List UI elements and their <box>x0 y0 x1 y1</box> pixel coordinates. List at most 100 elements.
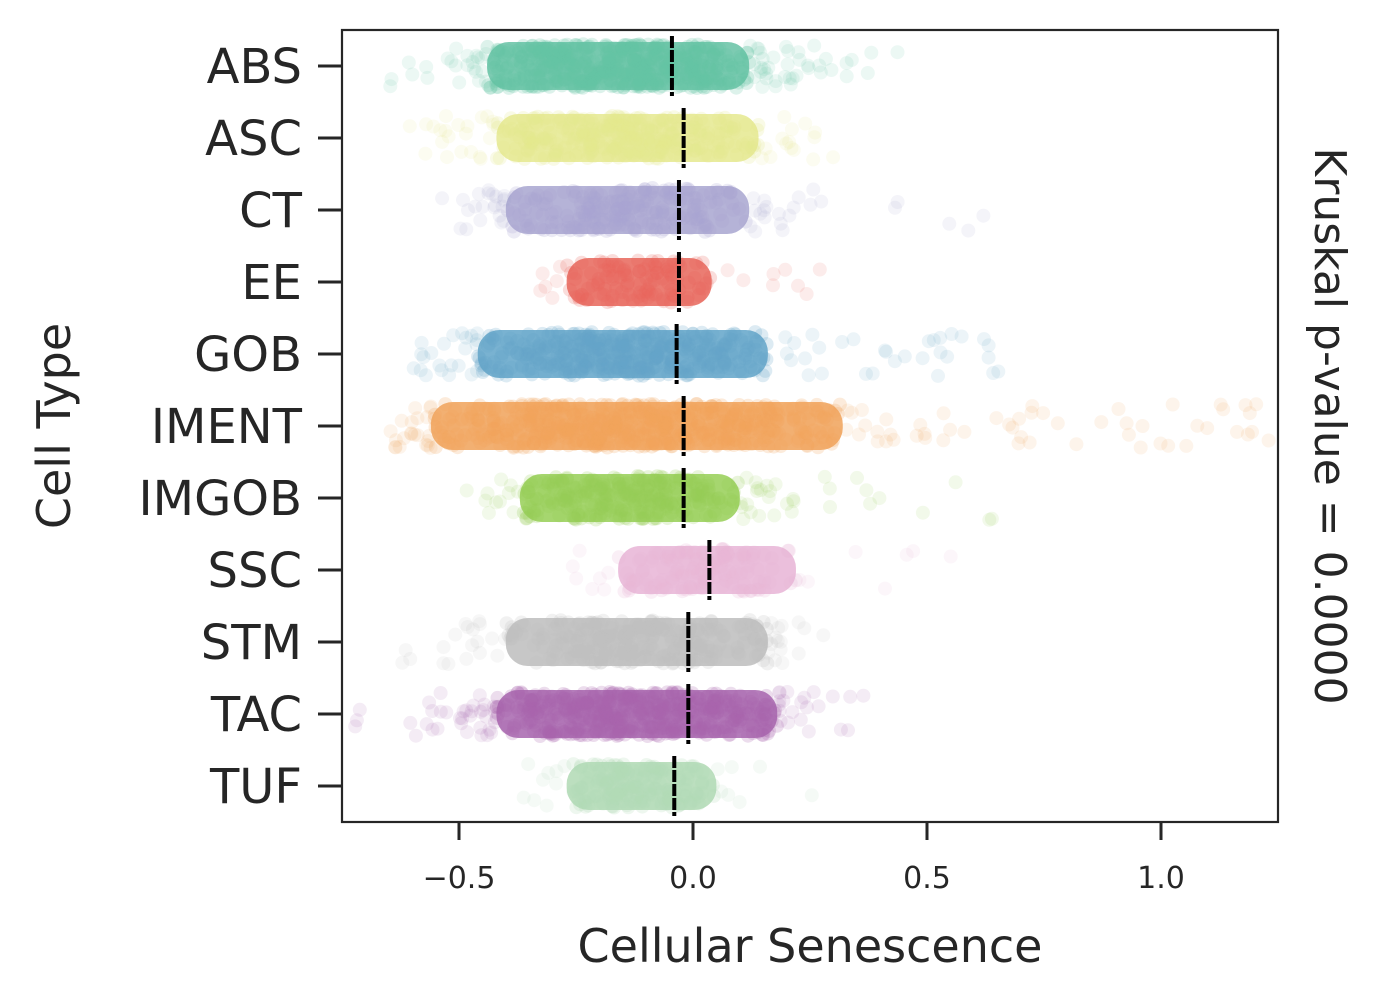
data-point <box>521 42 536 57</box>
data-point <box>640 79 655 94</box>
data-point <box>526 692 541 707</box>
data-point <box>739 76 754 90</box>
data-point <box>610 62 625 77</box>
data-point <box>807 130 822 145</box>
data-point <box>683 80 698 95</box>
data-point <box>460 58 475 73</box>
data-point <box>702 223 717 238</box>
y-tick-label-ct: CT <box>239 183 303 239</box>
data-point <box>561 52 576 67</box>
data-point <box>557 72 572 87</box>
data-point <box>739 140 753 155</box>
data-point <box>601 60 616 75</box>
data-point <box>717 355 732 370</box>
data-point <box>525 51 540 66</box>
data-point <box>844 52 859 67</box>
data-point <box>635 198 650 213</box>
data-point <box>603 73 618 88</box>
data-point <box>648 49 663 64</box>
data-point <box>514 49 529 64</box>
data-point <box>603 59 618 74</box>
data-point <box>616 126 631 141</box>
data-point <box>416 350 431 365</box>
data-point <box>543 55 558 69</box>
data-point <box>586 757 601 772</box>
data-point <box>758 141 773 156</box>
data-point <box>576 59 591 74</box>
data-point <box>753 45 768 60</box>
data-point <box>525 38 540 53</box>
data-point <box>597 200 612 215</box>
data-point <box>601 774 616 789</box>
data-point <box>577 73 592 88</box>
data-point <box>582 127 597 142</box>
data-point <box>926 333 941 348</box>
data-point <box>631 73 646 88</box>
data-point <box>602 195 617 210</box>
data-point <box>517 114 532 129</box>
data-point <box>531 188 546 203</box>
data-point <box>480 39 495 54</box>
data-point <box>567 189 582 204</box>
data-point <box>619 146 634 161</box>
data-point <box>567 290 582 305</box>
data-point <box>657 134 672 148</box>
data-point <box>567 42 582 56</box>
data-point <box>565 109 580 124</box>
data-point <box>690 215 705 230</box>
data-point <box>576 696 591 711</box>
data-point <box>649 205 664 220</box>
data-point <box>639 65 653 80</box>
data-point <box>471 73 486 88</box>
data-point <box>440 150 454 165</box>
data-point <box>557 51 572 66</box>
data-point <box>446 418 461 433</box>
data-point <box>686 120 701 135</box>
data-point <box>580 776 595 791</box>
data-point <box>587 438 602 453</box>
data-point <box>644 124 659 139</box>
data-point <box>481 78 496 93</box>
data-point <box>766 50 781 65</box>
data-point <box>472 617 487 632</box>
data-point <box>473 151 488 166</box>
data-point <box>595 68 610 83</box>
data-point <box>446 328 461 343</box>
data-point <box>548 144 563 159</box>
data-point <box>681 50 695 65</box>
data-point <box>496 140 511 155</box>
data-point <box>633 131 648 146</box>
data-point <box>558 66 573 81</box>
data-point <box>487 61 502 75</box>
data-point <box>710 762 725 777</box>
data-point <box>695 50 710 64</box>
data-point <box>757 62 772 77</box>
data-point <box>523 68 538 83</box>
data-point <box>546 51 561 66</box>
data-point <box>779 39 793 54</box>
data-point <box>720 58 735 73</box>
data-point <box>564 48 579 63</box>
data-point <box>527 62 542 77</box>
data-point <box>764 714 779 729</box>
data-point <box>419 117 434 132</box>
data-point <box>517 68 532 83</box>
data-point <box>641 151 656 166</box>
data-point <box>803 197 818 212</box>
data-point <box>786 142 801 157</box>
data-point <box>816 628 831 643</box>
data-point <box>640 123 655 138</box>
data-point <box>561 55 576 70</box>
data-point <box>650 73 665 88</box>
data-point <box>943 549 958 564</box>
data-point <box>798 351 812 366</box>
data-point <box>622 143 637 158</box>
data-point <box>670 121 685 136</box>
data-point <box>533 51 548 66</box>
data-point <box>654 73 669 88</box>
data-point <box>575 74 590 89</box>
data-point <box>566 64 581 79</box>
data-point <box>548 69 563 84</box>
data-point <box>573 397 587 412</box>
data-point <box>574 758 588 773</box>
